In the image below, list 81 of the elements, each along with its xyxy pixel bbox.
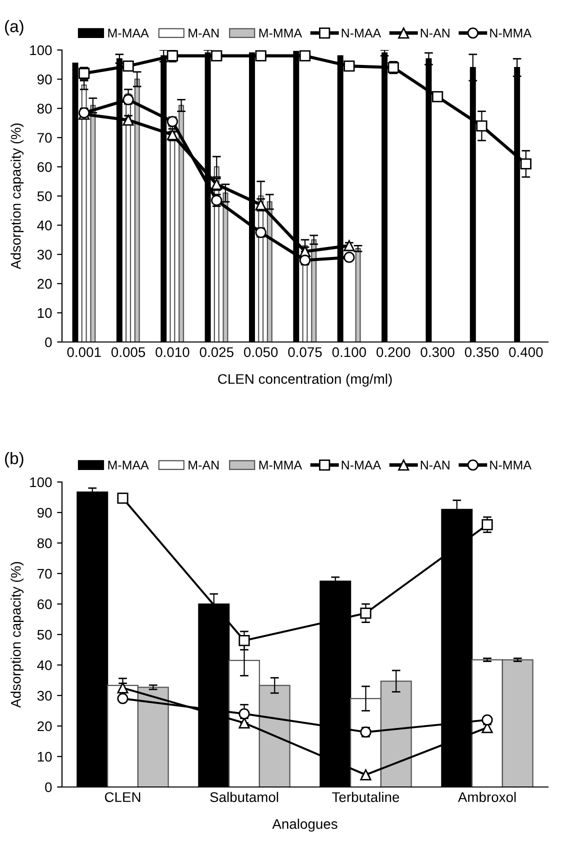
x-tick-label: Terbutaline — [332, 792, 400, 802]
legend-label: M-AN — [188, 28, 219, 38]
point — [255, 50, 266, 62]
legend-label: N-AN — [420, 460, 450, 470]
point — [344, 60, 355, 72]
y-tick-label: 30 — [37, 690, 52, 701]
point — [360, 608, 372, 619]
x-tick-label: 0.100 — [332, 347, 366, 358]
x-tick-label: 0.400 — [509, 347, 543, 358]
y-tick-label: 20 — [38, 721, 52, 732]
y-tick-label: 70 — [38, 132, 52, 143]
x-tick-label: 0.200 — [376, 347, 410, 358]
bar — [355, 248, 361, 342]
bar — [311, 239, 317, 342]
y-axis-title: Adsorption capacity (%) — [10, 124, 24, 270]
bar — [90, 104, 96, 342]
y-tick-label: 80 — [37, 538, 52, 548]
y-tick-label: 10 — [38, 308, 52, 318]
y-tick-label: 50 — [37, 630, 52, 640]
x-tick-label: 0.050 — [244, 347, 278, 358]
y-tick-label: 90 — [37, 74, 52, 84]
legend-label: N-MMA — [490, 28, 532, 38]
point — [117, 692, 128, 704]
y-tick-label: 70 — [38, 568, 52, 579]
x-tick-label: 0.001 — [67, 347, 101, 358]
bar — [134, 78, 140, 342]
x-tick-label: 0.010 — [156, 347, 190, 358]
x-tick-label: CLEN — [104, 792, 140, 802]
bar — [126, 93, 132, 342]
text: (a) — [5, 20, 24, 36]
x-tick-label: 0.005 — [111, 347, 146, 358]
point — [238, 635, 250, 646]
x-tick-label: Ambroxol — [458, 792, 516, 802]
point — [211, 50, 222, 62]
point — [432, 91, 444, 102]
bar — [81, 84, 87, 342]
point — [520, 158, 532, 170]
y-tick-label: 100 — [30, 477, 52, 488]
y-tick-label: 0 — [45, 782, 52, 792]
x-tick-label: 0.075 — [288, 347, 322, 358]
point — [482, 714, 493, 726]
x-tick-label: 0.350 — [464, 347, 499, 358]
point — [476, 120, 488, 132]
point — [78, 68, 90, 79]
legend-label: M-MMA — [259, 460, 302, 470]
x-axis-title: CLEN concentration (mg/ml) — [218, 374, 392, 387]
point — [299, 50, 311, 62]
y-tick-label: 0 — [45, 337, 52, 348]
y-tick-label: 80 — [37, 104, 52, 114]
bar — [302, 245, 308, 342]
point — [122, 60, 134, 72]
point — [482, 519, 493, 530]
y-tick-label: 90 — [37, 508, 52, 518]
legend-label: M-MMA — [259, 28, 302, 38]
x-tick-label: 0.025 — [200, 347, 234, 358]
legend-label: M-MAA — [108, 460, 149, 470]
y-tick-label: 20 — [38, 278, 52, 289]
y-tick-label: 60 — [38, 162, 52, 172]
legend-label: N-MMA — [490, 460, 532, 470]
bar — [266, 201, 272, 342]
legend-label: M-MAA — [108, 28, 149, 38]
legend-label: N-MAA — [342, 28, 382, 38]
legend-label: N-MAA — [342, 460, 382, 470]
y-tick-label: 30 — [37, 250, 52, 260]
legend-label: N-AN — [420, 28, 450, 38]
legend-label: M-AN — [188, 460, 219, 470]
y-axis-title: Adsorption capacity (%) — [10, 562, 24, 708]
y-tick-label: 40 — [37, 220, 52, 230]
x-tick-label: 0.300 — [420, 347, 454, 358]
y-tick-label: 50 — [37, 191, 52, 202]
x-axis-title: Analogues — [272, 818, 338, 832]
bar — [222, 192, 228, 342]
y-tick-label: 40 — [37, 660, 52, 670]
point — [117, 492, 128, 504]
point — [238, 708, 250, 720]
y-tick-label: 10 — [38, 752, 52, 762]
text: (b) — [5, 452, 24, 468]
bar — [178, 104, 184, 342]
x-tick-label: Salbutamol — [210, 792, 278, 802]
y-tick-label: 100 — [30, 45, 52, 56]
y-tick-label: 60 — [38, 599, 52, 610]
